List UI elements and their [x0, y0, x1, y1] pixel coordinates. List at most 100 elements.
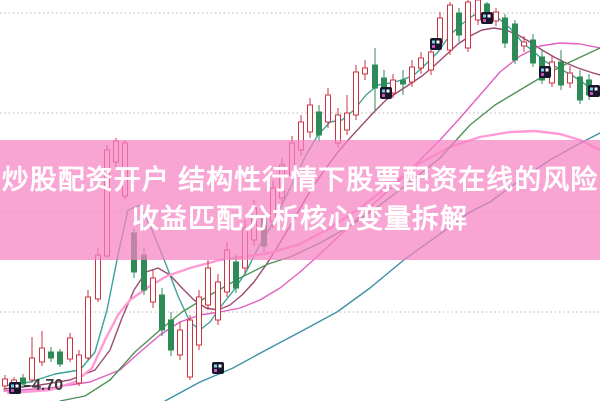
- candle-body: [76, 354, 82, 384]
- candle-body: [418, 57, 424, 69]
- signal-badge-box: [539, 66, 551, 78]
- signal-badge-icon: [380, 87, 392, 99]
- signal-badge-dot: [436, 40, 440, 44]
- signal-badge-icon: [539, 66, 551, 78]
- candle: [362, 60, 368, 80]
- candle: [521, 36, 527, 52]
- candle: [428, 45, 434, 75]
- candle: [196, 290, 202, 350]
- candle: [447, 2, 453, 55]
- signal-badge-dot: [382, 89, 385, 93]
- candle-body: [353, 71, 359, 116]
- headline-banner: 炒股配资开户 结构性行情下股票配资在线的风险 收益匹配分析核心变量拆解: [0, 140, 600, 260]
- signal-badge-dot: [382, 94, 385, 97]
- candle-body: [447, 4, 453, 51]
- candle: [39, 331, 45, 366]
- signal-badge-dot: [590, 87, 593, 91]
- candle: [475, 0, 481, 25]
- candle-body: [316, 111, 322, 136]
- candle: [418, 52, 424, 74]
- price-low-label: 4.70: [24, 377, 63, 395]
- candle-body: [502, 17, 508, 44]
- candle: [2, 375, 8, 389]
- candle-body: [530, 39, 536, 64]
- candle-body: [558, 61, 564, 86]
- candle-body: [196, 296, 202, 346]
- signal-badge-dot: [11, 389, 14, 392]
- candle-body: [150, 277, 156, 303]
- candle: [177, 322, 183, 360]
- signal-badge-dot: [483, 14, 486, 18]
- candle-body: [493, 11, 499, 22]
- price-low-tick-icon: [24, 385, 30, 387]
- candle-body: [215, 281, 221, 321]
- candle: [558, 50, 564, 90]
- candle-body: [57, 351, 63, 365]
- signal-badges: [9, 12, 600, 394]
- candle-body: [159, 294, 165, 331]
- candle-body: [475, 0, 481, 21]
- signal-badge-box: [212, 362, 224, 374]
- candle: [187, 315, 193, 380]
- signal-badge-icon: [212, 362, 224, 374]
- signal-badge-icon: [481, 12, 493, 24]
- candle-body: [521, 41, 527, 47]
- signal-badge-dot: [386, 89, 390, 93]
- candle: [400, 70, 406, 95]
- candle-body: [372, 64, 378, 89]
- candle-body: [362, 67, 368, 75]
- candle-body: [187, 319, 193, 378]
- candle-body: [177, 329, 183, 356]
- candle: [316, 105, 322, 142]
- candle-body: [141, 254, 147, 291]
- candle: [372, 48, 378, 110]
- signal-badge-dot: [545, 68, 549, 72]
- candle: [233, 255, 239, 293]
- candle: [456, 8, 462, 42]
- candle-body: [325, 94, 331, 123]
- candle: [205, 260, 211, 310]
- signal-badge-box: [380, 87, 392, 99]
- signal-badge-dot: [214, 364, 217, 368]
- price-low-value: 4.70: [32, 377, 64, 394]
- candle-body: [85, 296, 91, 359]
- candle: [530, 34, 536, 67]
- signal-badge-dot: [483, 19, 486, 22]
- candle-body: [428, 51, 434, 71]
- candle-body: [233, 261, 239, 289]
- candle: [390, 74, 396, 98]
- headline-line-2: 收益匹配分析核心变量拆解: [132, 203, 468, 234]
- candle-body: [390, 79, 396, 94]
- signal-badge-dot: [432, 45, 435, 48]
- candle-body: [29, 357, 35, 381]
- candle: [493, 8, 499, 26]
- candle-body: [2, 378, 8, 387]
- candle: [307, 98, 313, 138]
- candle: [150, 270, 156, 308]
- signal-badge-dot: [15, 384, 19, 388]
- candle: [20, 374, 26, 388]
- signal-badge-box: [9, 382, 21, 394]
- candle-body: [205, 267, 211, 306]
- signal-badge-dot: [218, 364, 222, 368]
- candle-body: [400, 79, 406, 85]
- candle-body: [465, 1, 471, 49]
- candle: [325, 88, 331, 128]
- candle-body: [20, 377, 26, 385]
- signal-badge-icon: [9, 382, 21, 394]
- candle-body: [456, 12, 462, 36]
- candle: [215, 274, 221, 325]
- candle: [48, 347, 54, 362]
- candle: [76, 350, 82, 386]
- signal-badge-dot: [541, 73, 544, 76]
- signal-badge-icon: [430, 38, 442, 50]
- candle-body: [344, 112, 350, 131]
- candle: [168, 312, 174, 356]
- candle: [29, 337, 35, 383]
- signal-badge-dot: [541, 68, 544, 72]
- signal-badge-icon: [588, 85, 600, 97]
- signal-badge-box: [588, 85, 600, 97]
- signal-badge-box: [430, 38, 442, 50]
- candle-body: [335, 114, 341, 144]
